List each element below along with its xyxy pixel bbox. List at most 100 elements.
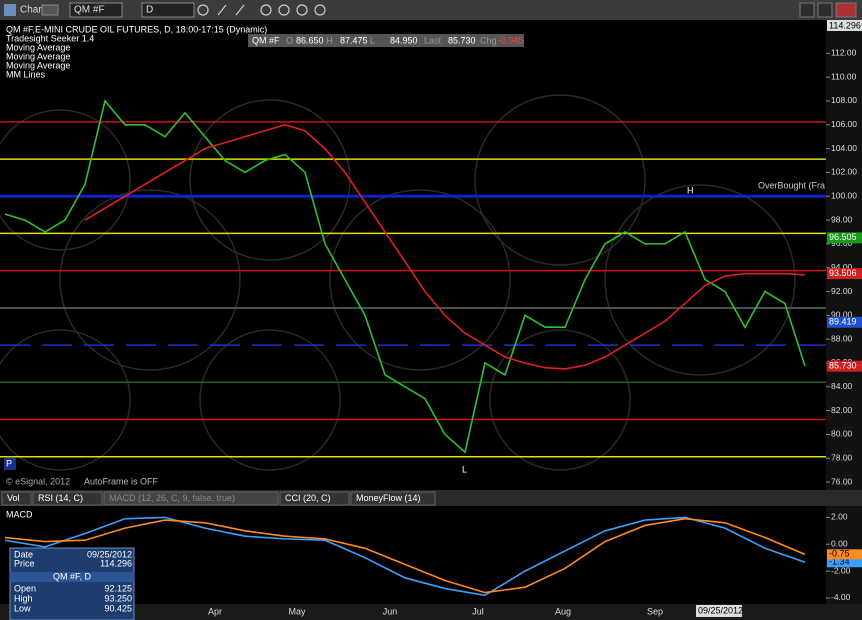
price-axis (826, 20, 862, 490)
legend-entry: QM #F,E-MINI CRUDE OIL FUTURES, D, 18:00… (6, 24, 267, 34)
y-tick-label: 106.00 (831, 119, 857, 129)
overbought-label: OverBought (Fra (758, 180, 825, 190)
macd-tick-label: 0.00 (831, 539, 848, 549)
quote-low: 84.950 (390, 35, 418, 45)
clock-button[interactable] (197, 4, 209, 16)
legend-entry: Moving Average (6, 60, 70, 70)
y-tick-label: 92.00 (831, 286, 853, 296)
interval-input[interactable]: D (146, 5, 153, 16)
legend-entry: Tradesight Seeker 1.4 (6, 33, 94, 43)
quote-high: 87.475 (340, 35, 368, 45)
quote-open: 86.650 (296, 35, 324, 45)
tab[interactable] (32, 491, 103, 506)
tab-label[interactable]: MoneyFlow (14) (356, 493, 421, 503)
price-pane (0, 20, 826, 490)
p-badge (4, 458, 16, 470)
price-line (4, 99, 806, 454)
draw-button[interactable] (217, 4, 227, 16)
quote-symbol: QM #F (252, 35, 280, 45)
y-tick-label: 94.00 (831, 262, 853, 272)
legend-entry: MM Lines (6, 69, 46, 79)
app-icon (4, 4, 16, 16)
high-marker: H (687, 185, 694, 195)
tab-label[interactable]: CCI (20, C) (285, 493, 331, 503)
tab[interactable] (279, 491, 350, 506)
month-label: Sep (647, 606, 663, 616)
zoom-button[interactable] (260, 4, 272, 16)
link-badge (41, 4, 59, 16)
tab-label[interactable]: MACD (12, 26, C, 9, false, true) (109, 493, 235, 503)
maximize-button[interactable] (817, 2, 833, 18)
symbol-input[interactable]: QM #F (74, 5, 105, 16)
macd-pane (0, 506, 826, 606)
quote-chg-label: Chg (480, 35, 497, 45)
y-tick-label: 108.00 (831, 95, 857, 105)
symbol-box[interactable] (69, 2, 123, 18)
cursor-date: 09/25/2012 (698, 605, 743, 615)
y-tick-label: 102.00 (831, 167, 857, 177)
date-axis (0, 604, 862, 620)
quote-open-label: O (286, 35, 293, 45)
macd-marker-label: -0.75 (829, 549, 850, 559)
y-tick-label: 78.00 (831, 452, 853, 462)
y-tick-label: 100.00 (831, 190, 857, 200)
y-tick-label: 80.00 (831, 429, 853, 439)
info-cell: 09/25/2012 (87, 549, 132, 559)
legend-entry: Moving Average (6, 42, 70, 52)
info-cell: 93.250 (104, 593, 132, 603)
tab[interactable] (103, 491, 279, 506)
quote-last-label: Last (424, 35, 442, 45)
macd-tick-label: 2.00 (831, 512, 848, 522)
macd-tick-label: -2.00 (831, 565, 851, 575)
y-tick-label: 84.00 (831, 381, 853, 391)
y-tick-label: 98.00 (831, 214, 853, 224)
play-button[interactable] (278, 4, 290, 16)
tab-label[interactable]: RSI (14, C) (38, 493, 83, 503)
interval-box[interactable] (141, 2, 195, 18)
legend: QM #F,E-MINI CRUDE OIL FUTURES, D, 18:00… (6, 24, 267, 79)
minimize-button[interactable] (799, 2, 815, 18)
y-tick-label: 76.00 (831, 476, 853, 486)
month-label: Aug (555, 606, 571, 616)
macd-marker-label: -1.34 (829, 557, 850, 567)
axis-marker-label: 89.419 (829, 317, 857, 327)
last-price-box (827, 360, 862, 372)
tab[interactable] (350, 491, 436, 506)
close-button[interactable] (835, 2, 857, 18)
autoframe-note: AutoFrame is OFF (84, 476, 159, 486)
quote-low-label: L (370, 35, 375, 45)
quote-bar (248, 34, 524, 47)
axis-marker-box (827, 316, 862, 328)
macd-title: MACD (6, 509, 33, 519)
pen-button[interactable] (235, 4, 245, 16)
tab[interactable] (1, 491, 32, 506)
price-line (84, 123, 806, 370)
y-tick-label: 90.00 (831, 310, 853, 320)
macd-marker-box (827, 549, 862, 560)
last-price-label: 85.730 (829, 361, 857, 371)
axis-marker-label: 96.505 (829, 232, 857, 242)
info-cell: 114.296 (100, 558, 132, 568)
info-cell: Low (14, 603, 31, 613)
month-label: Jul (472, 606, 484, 616)
y-tick-label: 88.00 (831, 333, 853, 343)
info-cell: Open (14, 583, 36, 593)
axis-marker-box (827, 232, 862, 244)
info-cell: Date (14, 549, 33, 559)
info-cell: 92.125 (104, 583, 132, 593)
cursor-date-box (696, 605, 742, 617)
tab-label[interactable]: Vol (7, 493, 20, 503)
macd-line (4, 516, 806, 597)
tab-list: Vol RSI (14, C) MACD (12, 26, C, 9, false,… (1, 491, 436, 506)
copyright: © eSignal, 2012 (6, 476, 70, 486)
y-tick-label: 104.00 (831, 143, 857, 153)
axis-marker-label: 93.506 (829, 268, 857, 278)
info-button[interactable] (314, 4, 326, 16)
low-marker: L (462, 464, 467, 474)
month-label: Jun (383, 606, 398, 616)
month-label: Apr (208, 606, 222, 616)
cursor-button[interactable] (296, 4, 308, 16)
macd-line (4, 517, 806, 594)
quote-chg: -0.945 (498, 35, 524, 45)
month-label: May (288, 606, 306, 616)
